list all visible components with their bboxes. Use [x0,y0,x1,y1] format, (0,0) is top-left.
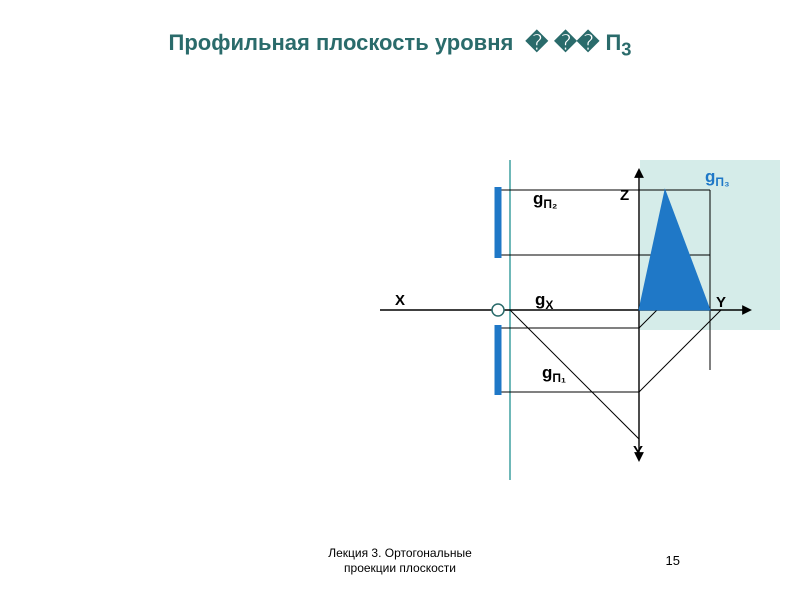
diagram-svg: XZYYgП₂gXgП₁gП₃ [360,160,780,480]
footer: Лекция 3. Ортогональные проекции плоскос… [0,546,800,575]
svg-text:gП₁: gП₁ [542,363,566,385]
page-number: 15 [666,553,680,568]
footer-line1: Лекция 3. Ортогональные [328,546,472,560]
slide: Профильная плоскость уровня � �� П3 X Z Y Y… [0,0,800,600]
title-sub: 3 [621,38,631,59]
svg-text:X: X [395,292,405,309]
svg-text:gX: gX [535,290,553,312]
svg-text:Y: Y [716,294,726,311]
diagram: XZYYgП₂gXgП₁gП₃ [360,160,780,480]
svg-text:Z: Z [620,187,629,204]
title-text: Профильная плоскость уровня � �� П [169,30,622,55]
footer-line2: проекции плоскости [344,561,456,575]
slide-title: Профильная плоскость уровня � �� П3 [0,30,800,60]
svg-text:gП₂: gП₂ [533,189,557,211]
svg-text:Y: Y [633,443,643,460]
